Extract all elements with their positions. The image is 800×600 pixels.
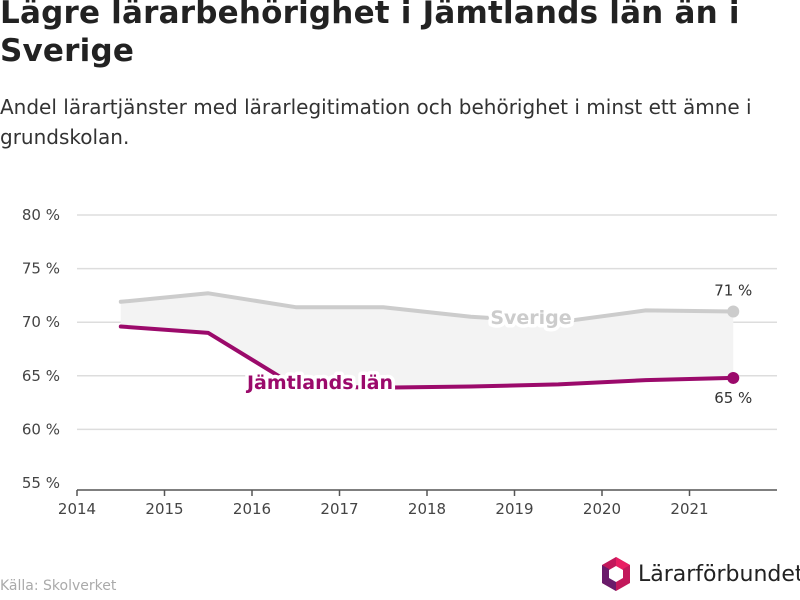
x-tick-label: 2017 xyxy=(320,500,358,518)
brand-logo: Lärarförbundet xyxy=(600,556,800,592)
series-line-sverige xyxy=(118,291,736,325)
y-tick-label: 55 % xyxy=(22,474,60,492)
x-tick-label: 2020 xyxy=(583,500,621,518)
x-tick-label: 2014 xyxy=(58,500,96,518)
x-tick-label: 2016 xyxy=(233,500,271,518)
x-tick-label: 2018 xyxy=(408,500,446,518)
chart-subtitle: Andel lärartjänster med lärarlegitimatio… xyxy=(0,95,752,149)
y-axis: 55 % 60 % 65 % 70 % 75 % 80 % xyxy=(22,206,60,492)
y-tick-label: 70 % xyxy=(22,313,60,331)
end-value-sverige: 71 % xyxy=(714,281,752,299)
y-tick-label: 75 % xyxy=(22,260,60,278)
series-line-jamtlands-lan xyxy=(118,324,736,390)
x-tick-label: 2021 xyxy=(670,500,708,518)
end-value-jamtlands-lan: 65 % xyxy=(714,389,752,407)
x-tick-label: 2019 xyxy=(495,500,533,518)
brand-name: Lärarförbundet xyxy=(638,561,800,587)
end-point-jamtlands-lan xyxy=(727,371,740,384)
series-label-sverige: Sverige xyxy=(490,307,571,329)
source-note: Källa: Skolverket xyxy=(0,578,117,594)
series-label-sverige-halo: Sverige xyxy=(490,307,571,329)
x-axis: 2014 2015 2016 2017 2018 2019 2020 2021 xyxy=(58,489,777,518)
chart-title: Lägre lärarbehörighet i Jämtlands län än… xyxy=(0,0,740,69)
series-label-jamtlands-lan-halo: Jämtlands län xyxy=(245,372,393,394)
series-label-jamtlands-lan: Jämtlands län xyxy=(245,372,393,394)
y-tick-label: 80 % xyxy=(22,206,60,224)
x-tick-label: 2015 xyxy=(145,500,183,518)
brand-hexagon-icon xyxy=(602,557,630,591)
gap-area xyxy=(120,293,734,388)
y-tick-label: 65 % xyxy=(22,367,60,385)
y-tick-label: 60 % xyxy=(22,420,60,438)
end-point-sverige xyxy=(727,305,740,318)
